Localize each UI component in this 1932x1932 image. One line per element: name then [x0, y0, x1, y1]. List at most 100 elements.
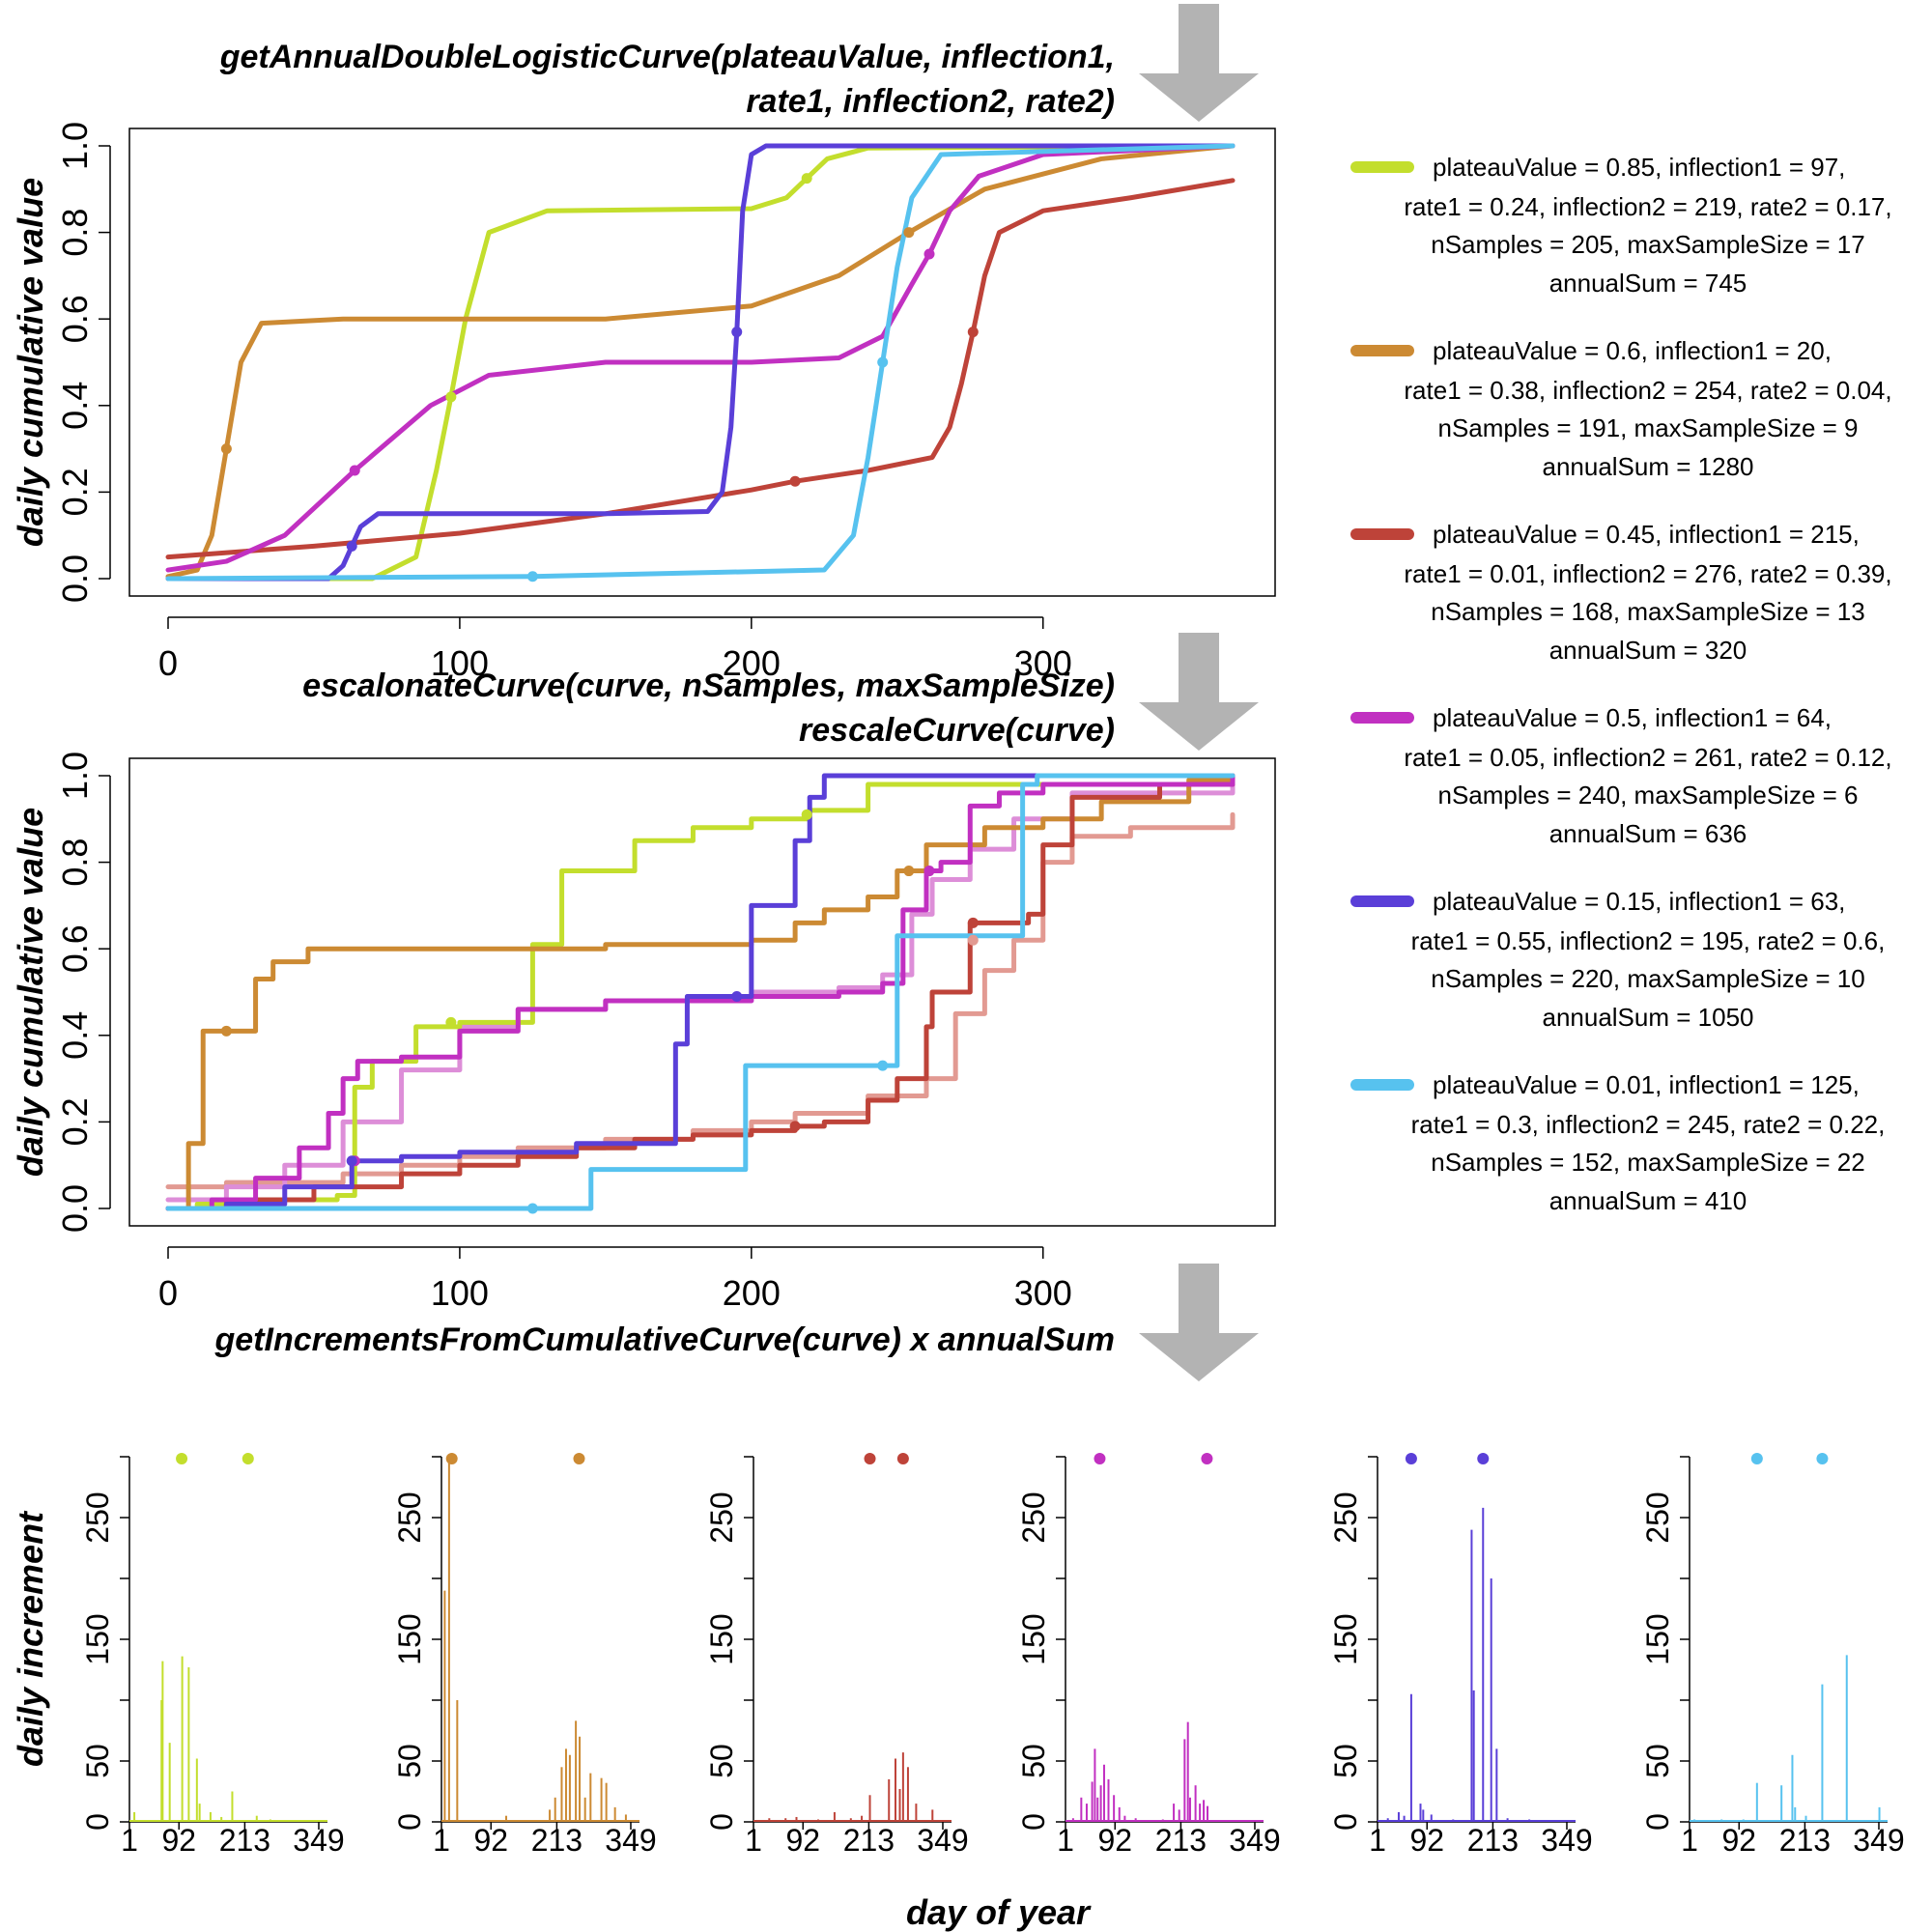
panel-increments-blue-x-tick-label-2: 213 — [1467, 1823, 1519, 1858]
panel-double-logistic-x-tick-label-3: 300 — [1014, 643, 1072, 683]
panel-increments-magenta-y-tick-label-1: 50 — [1016, 1744, 1051, 1778]
panel-double-logistic-point-orange-2 — [220, 443, 232, 455]
panel-increments-magenta-y-tick-label-2: 150 — [1016, 1613, 1051, 1664]
panel-increments-cyan-x-tick-label-3: 349 — [1853, 1823, 1904, 1858]
panel-increments-magenta-x-tick-label-1: 92 — [1097, 1823, 1132, 1858]
panel-double-logistic-x-tick-label-0: 0 — [158, 643, 178, 683]
panel-double-logistic-frame — [128, 128, 1276, 597]
panel-escalonated-point-magenta-8 — [923, 866, 935, 877]
panel-increments-magenta-y-tick-label-0: 0 — [1016, 1813, 1051, 1831]
panel-double-logistic-point-orange-3 — [903, 227, 915, 239]
panel-increments-magenta-marker-0 — [1094, 1453, 1106, 1464]
panel-increments-magenta-y-tick-label-3: 250 — [1016, 1492, 1051, 1543]
legend-blue-line-0: plateauValue = 0.15, inflection1 = 63, — [1433, 887, 1845, 916]
legend-lime-line-3: annualSum = 745 — [1549, 269, 1747, 298]
panel-double-logistic-point-magenta-7 — [923, 248, 935, 260]
panel-double-logistic-y-tick-label-1: 0.2 — [55, 468, 95, 516]
panel-escalonated-y-tick-label-0: 0.0 — [55, 1184, 95, 1233]
panel-increments-lime-x-tick-label-1: 92 — [161, 1823, 196, 1858]
panel-increments-lime-x-tick-label-3: 349 — [293, 1823, 344, 1858]
legend-magenta-line-3: annualSum = 636 — [1549, 819, 1747, 848]
panel-escalonated-x-tick-label-1: 100 — [431, 1273, 489, 1313]
panel-escalonated-point-cyan-12 — [877, 1060, 889, 1071]
legend-lime-line-1: rate1 = 0.24, inflection2 = 219, rate2 =… — [1404, 192, 1891, 221]
panel-escalonated-point-red-5 — [967, 917, 979, 928]
panel-double-logistic-point-lime-0 — [445, 391, 457, 403]
title-step1-line-0: getAnnualDoubleLogisticCurve(plateauValu… — [219, 39, 1115, 75]
legend-cyan-line-2: nSamples = 152, maxSampleSize = 22 — [1431, 1148, 1864, 1177]
panel-increments-lime-y-tick-label-2: 150 — [80, 1613, 115, 1664]
panel-increments-red-x-tick-label-2: 213 — [843, 1823, 895, 1858]
panel-escalonated-point-red-4 — [789, 1121, 801, 1132]
panel-double-logistic-y-tick-label-5: 1.0 — [55, 122, 95, 170]
legend-orange-line-2: nSamples = 191, maxSampleSize = 9 — [1437, 413, 1858, 442]
panel-escalonated-point-orange-3 — [903, 866, 915, 877]
panel-increments-red-y-tick-label-3: 250 — [704, 1492, 739, 1543]
panel-increments-cyan-y-tick-label-0: 0 — [1640, 1813, 1675, 1831]
panel-escalonated-series-magenta — [165, 773, 1236, 1211]
panel-double-logistic-y-tick-label-2: 0.4 — [55, 382, 95, 430]
panel-double-logistic-x-tick-label-2: 200 — [723, 643, 781, 683]
panel-increments-red-marker-1 — [896, 1453, 909, 1464]
panel-increments-lime-y-tick-label-1: 50 — [80, 1744, 115, 1778]
panel-increments-blue-x-tick-label-1: 92 — [1409, 1823, 1444, 1858]
legend-magenta-line-1: rate1 = 0.05, inflection2 = 261, rate2 =… — [1404, 743, 1891, 772]
panel-escalonated-point-blue-10 — [731, 990, 743, 1002]
panel-double-logistic-point-magenta-6 — [349, 465, 360, 476]
legend-red-line-1: rate1 = 0.01, inflection2 = 276, rate2 =… — [1404, 559, 1891, 588]
panel-increments-red-y-tick-label-1: 50 — [704, 1744, 739, 1778]
panel-double-logistic-series-red — [165, 178, 1236, 560]
panel-increments-blue-marker-0 — [1405, 1453, 1417, 1464]
title-step2-line-1: rescaleCurve(curve) — [799, 712, 1115, 749]
panel-increments-lime-marker-1 — [242, 1453, 254, 1464]
panel-escalonated-x-tick-label-3: 300 — [1014, 1273, 1072, 1313]
panel-double-logistic-y-tick-label-4: 0.8 — [55, 209, 95, 257]
title-step2-line-0: escalonateCurve(curve, nSamples, maxSamp… — [302, 668, 1115, 704]
legend-blue-line-3: annualSum = 1050 — [1542, 1003, 1753, 1032]
legend-magenta-line-0: plateauValue = 0.5, inflection1 = 64, — [1433, 703, 1832, 732]
increments-x-label: day of year — [906, 1892, 1092, 1932]
panel-increments-cyan-x-tick-label-1: 92 — [1721, 1823, 1756, 1858]
panel-escalonated-series-cyan — [165, 773, 1236, 1211]
panel-escalonated-series-red — [165, 773, 1236, 1211]
panel-increments-red-marker-0 — [864, 1453, 876, 1464]
arrow-step3 — [1139, 1264, 1259, 1381]
panel-double-logistic-point-lime-1 — [801, 173, 812, 185]
panel-double-logistic-series-blue — [165, 143, 1236, 582]
panel-increments-cyan-marker-1 — [1816, 1453, 1829, 1464]
panel-escalonated-point-lime-1 — [801, 809, 812, 820]
panel-increments-cyan-y-tick-label-3: 250 — [1640, 1492, 1675, 1543]
panel-increments-red-x-tick-label-1: 92 — [785, 1823, 820, 1858]
panel-increments-orange-marker-0 — [445, 1453, 458, 1464]
panel-escalonated-series-blue — [165, 773, 1236, 1211]
panel-escalonated-y-label: daily cumulative value — [11, 808, 50, 1177]
panel-increments-cyan-marker-0 — [1750, 1453, 1763, 1464]
panel-double-logistic-series-orange — [165, 143, 1236, 580]
panel-increments-red-y-tick-label-0: 0 — [704, 1813, 739, 1831]
panel-double-logistic-y-tick-label-0: 0.0 — [55, 554, 95, 603]
panel-increments-lime-y-tick-label-0: 0 — [80, 1813, 115, 1831]
title-step3-line-0: getIncrementsFromCumulativeCurve(curve) … — [214, 1321, 1115, 1358]
legend-cyan-line-0: plateauValue = 0.01, inflection1 = 125, — [1433, 1070, 1860, 1099]
panel-increments-blue-marker-1 — [1477, 1453, 1490, 1464]
arrow-step2 — [1139, 633, 1259, 751]
panel-increments-orange-x-tick-label-3: 349 — [605, 1823, 656, 1858]
legend-lime-line-2: nSamples = 205, maxSampleSize = 17 — [1431, 230, 1864, 259]
legend-orange-line-1: rate1 = 0.38, inflection2 = 254, rate2 =… — [1404, 376, 1891, 405]
panel-increments-orange-y-tick-label-2: 150 — [392, 1613, 427, 1664]
panel-escalonated-frame — [128, 757, 1276, 1227]
title-step1-line-1: rate1, inflection2, rate2) — [746, 83, 1115, 120]
panel-escalonated-point-cyan-11 — [526, 1203, 538, 1214]
legend-magenta-line-2: nSamples = 240, maxSampleSize = 6 — [1437, 781, 1858, 810]
panel-increments-orange-y-tick-label-3: 250 — [392, 1492, 427, 1543]
panel-double-logistic-point-blue-9 — [731, 327, 743, 338]
panel-double-logistic-point-cyan-10 — [526, 571, 538, 582]
panel-increments-lime-marker-0 — [176, 1453, 188, 1464]
panel-escalonated-y-tick-label-2: 0.4 — [55, 1011, 95, 1060]
panel-increments-orange-y-tick-label-1: 50 — [392, 1744, 427, 1778]
panel-increments-blue-y-tick-label-1: 50 — [1328, 1744, 1363, 1778]
panel-double-logistic-point-cyan-11 — [877, 356, 889, 368]
panel-increments-magenta-x-tick-label-0: 1 — [1057, 1823, 1074, 1858]
panel-increments-cyan-y-tick-label-2: 150 — [1640, 1613, 1675, 1664]
